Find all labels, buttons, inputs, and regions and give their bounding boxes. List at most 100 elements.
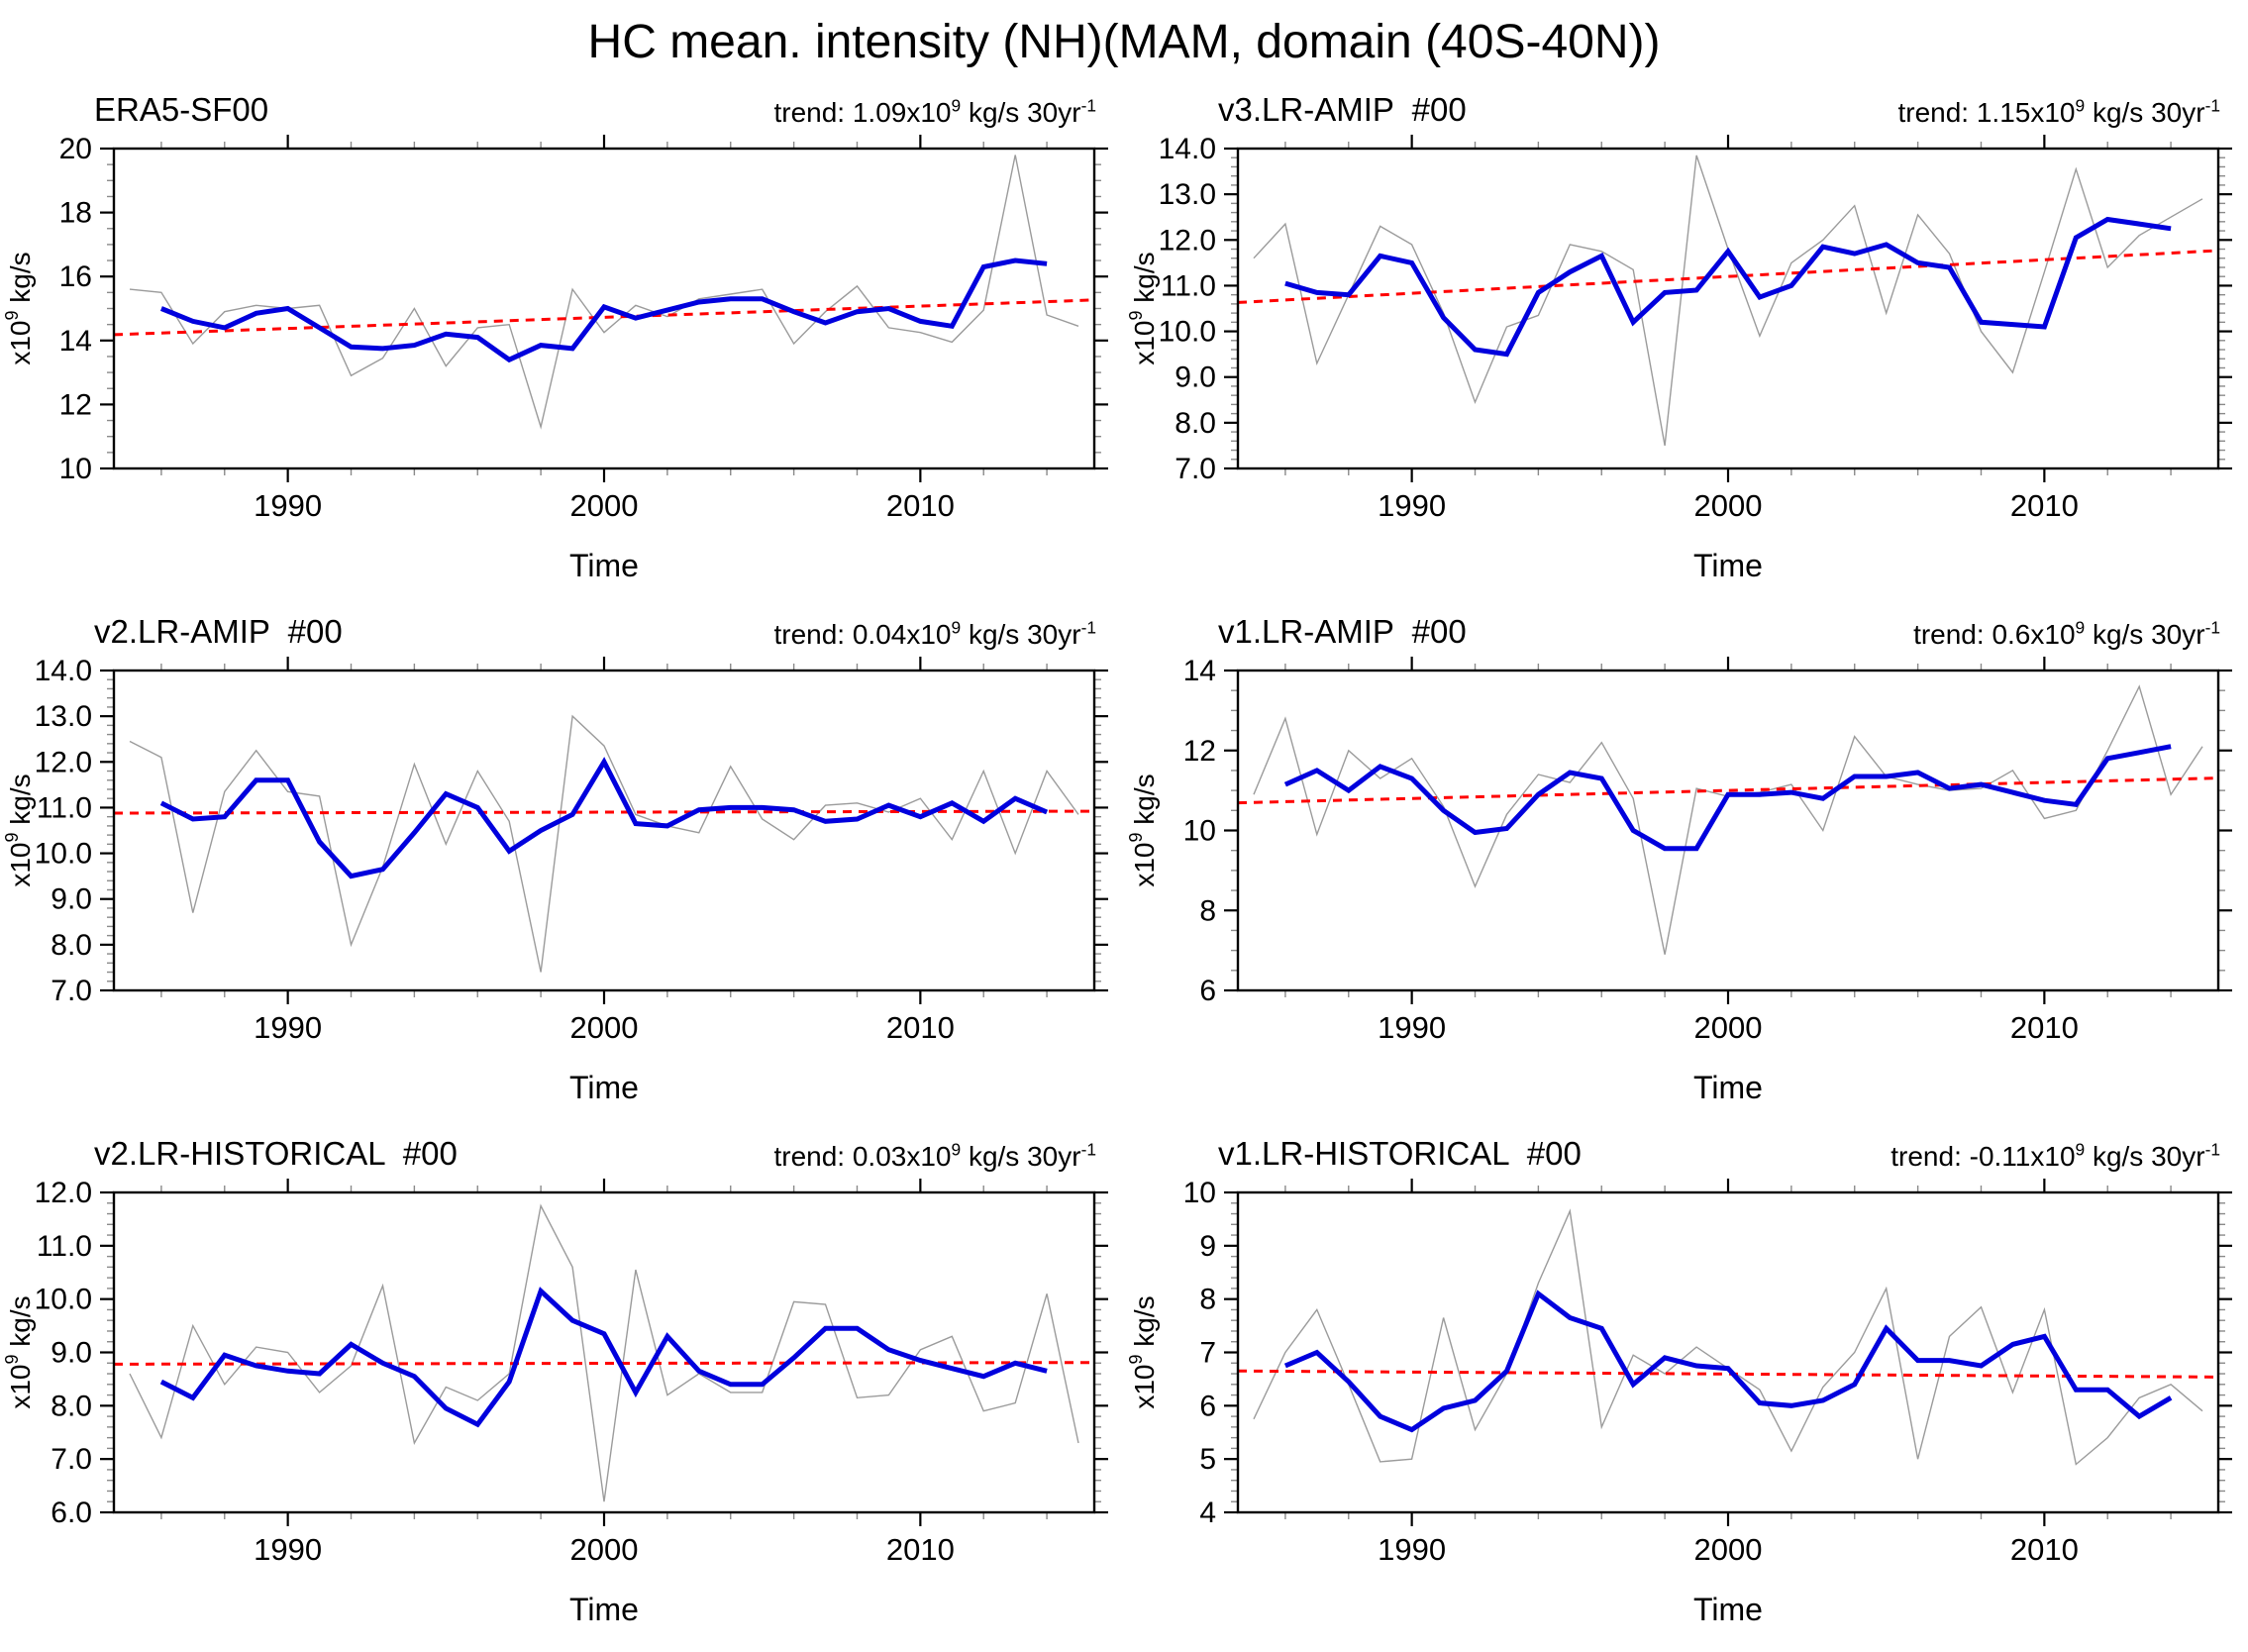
y-tick-label: 8.0	[1175, 407, 1216, 440]
x-tick-label: 2010	[886, 1010, 955, 1045]
x-tick-label: 2010	[2010, 1532, 2079, 1567]
panel-header: v3.LR-AMIP #00 trend: 1.15x109 kg/s 30yr…	[1124, 83, 2248, 129]
x-tick-label: 2000	[1694, 488, 1763, 523]
y-tick-label: 7.0	[51, 1443, 92, 1476]
y-axis-label: x109 kg/s	[1126, 774, 1160, 886]
y-tick-label: 4	[1199, 1497, 1216, 1529]
trend-annotation: trend: -0.11x109 kg/s 30yr-1	[1890, 1139, 2220, 1172]
panel-grid: ERA5-SF00 trend: 1.09x109 kg/s 30yr-1 10…	[0, 83, 2248, 1649]
trend-annotation: trend: 0.03x109 kg/s 30yr-1	[773, 1139, 1096, 1172]
y-tick-label: 12.0	[35, 746, 92, 778]
y-tick-label: 7	[1199, 1337, 1216, 1370]
trend-line	[113, 809, 1095, 815]
panel-header: v1.LR-AMIP #00 trend: 0.6x109 kg/s 30yr-…	[1124, 605, 2248, 651]
smoothed-series-line	[1283, 744, 2172, 852]
panel-header: ERA5-SF00 trend: 1.09x109 kg/s 30yr-1	[0, 83, 1124, 129]
y-tick-label: 8	[1199, 1284, 1216, 1316]
y-tick-label: 10.0	[35, 1284, 92, 1316]
panel-v1-lr-historical: v1.LR-HISTORICAL #00 trend: -0.11x109 kg…	[1124, 1127, 2248, 1649]
panel-title: v1.LR-AMIP #00	[1218, 613, 1467, 650]
x-tick-label: 1990	[1378, 1532, 1446, 1567]
x-tick-label: 1990	[1378, 1010, 1446, 1045]
plot-frame	[112, 669, 1096, 992]
y-axis-label: x109 kg/s	[2, 1295, 36, 1408]
annual-series-line	[129, 155, 1079, 430]
panel-header: v2.LR-HISTORICAL #00 trend: 0.03x109 kg/…	[0, 1127, 1124, 1173]
y-tick-label: 13.0	[35, 700, 92, 733]
chart-canvas: 7.0 8.0 9.0 10.0 11.0 12.0 13.0 14.0 1990 2000 201…	[2, 655, 1108, 1105]
trend-line	[113, 298, 1095, 337]
smoothed-series-line	[1283, 1290, 2173, 1433]
y-tick-label: 18	[59, 197, 92, 230]
y-axis-label: x109 kg/s	[2, 252, 36, 364]
y-tick-label: 12.0	[35, 1177, 92, 1209]
y-tick-label: 9.0	[51, 883, 92, 916]
trend-annotation: trend: 1.09x109 kg/s 30yr-1	[773, 95, 1096, 128]
y-tick-label: 10	[59, 453, 92, 485]
y-tick-label: 10	[1183, 815, 1216, 848]
smoothed-series-line	[1284, 216, 2172, 358]
x-tick-label: 2000	[570, 1010, 639, 1045]
x-tick-label: 2010	[2010, 1010, 2079, 1045]
panel-header: v2.LR-AMIP #00 trend: 0.04x109 kg/s 30yr…	[0, 605, 1124, 651]
x-tick-label: 2000	[570, 488, 639, 523]
x-tick-label: 2000	[1694, 1532, 1763, 1567]
panel-title: v2.LR-HISTORICAL #00	[94, 1135, 458, 1172]
y-tick-label: 12.0	[1159, 224, 1216, 257]
panel-title: v3.LR-AMIP #00	[1218, 91, 1467, 128]
plot-frame	[1236, 147, 2220, 470]
y-tick-label: 6	[1199, 1390, 1216, 1422]
y-tick-label: 8.0	[51, 929, 92, 962]
annual-series-line	[129, 714, 1079, 973]
x-tick-label: 1990	[254, 1010, 322, 1045]
x-axis-label: Time	[569, 548, 639, 583]
panel-v1-lr-amip: v1.LR-AMIP #00 trend: 0.6x109 kg/s 30yr-…	[1124, 605, 2248, 1127]
panel-v3-lr-amip: v3.LR-AMIP #00 trend: 1.15x109 kg/s 30yr…	[1124, 83, 2248, 605]
y-tick-label: 14	[59, 325, 92, 358]
x-axis-label: Time	[1693, 1592, 1763, 1627]
y-tick-label: 11.0	[37, 1230, 92, 1263]
y-tick-label: 11.0	[37, 791, 92, 824]
chart-canvas: 7.0 8.0 9.0 10.0 11.0 12.0 13.0 14.0 1990 2000 201…	[1126, 133, 2232, 583]
panel-header: v1.LR-HISTORICAL #00 trend: -0.11x109 kg…	[1124, 1127, 2248, 1173]
trend-line	[1237, 776, 2219, 805]
y-tick-label: 9	[1199, 1230, 1216, 1263]
trend-line	[1237, 1369, 2219, 1379]
trend-annotation: trend: 0.04x109 kg/s 30yr-1	[773, 617, 1096, 650]
trend-line	[113, 1361, 1095, 1366]
annual-series-line	[1253, 155, 2203, 447]
plot-frame	[112, 1190, 1096, 1514]
panel-title: ERA5-SF00	[94, 91, 269, 128]
x-tick-label: 2010	[886, 488, 955, 523]
plot-frame	[112, 147, 1096, 470]
y-tick-label: 9.0	[51, 1337, 92, 1370]
y-tick-label: 14.0	[1159, 133, 1216, 165]
x-tick-label: 1990	[1378, 488, 1446, 523]
y-tick-label: 5	[1199, 1443, 1216, 1476]
x-tick-label: 1990	[254, 488, 322, 523]
x-tick-label: 1990	[254, 1532, 322, 1567]
x-tick-label: 2000	[1694, 1010, 1763, 1045]
panel-v2-lr-historical: v2.LR-HISTORICAL #00 trend: 0.03x109 kg/…	[0, 1127, 1124, 1649]
trend-annotation: trend: 1.15x109 kg/s 30yr-1	[1897, 95, 2220, 128]
y-tick-label: 8.0	[51, 1390, 92, 1422]
y-tick-label: 8	[1199, 894, 1216, 927]
y-tick-label: 6	[1199, 975, 1216, 1007]
figure-title: HC mean. intensity (NH)(MAM, domain (40S…	[587, 15, 1661, 68]
plot-frame	[1236, 669, 2220, 992]
x-tick-label: 2010	[2010, 488, 2079, 523]
plot-frame	[1236, 1190, 2220, 1514]
panel-title: v1.LR-HISTORICAL #00	[1218, 1135, 1582, 1172]
chart-canvas: 4 5 6 7 8 9 10 1990 2000 2010 x109 kg/s Time	[1126, 1177, 2232, 1627]
y-tick-label: 10	[1183, 1177, 1216, 1209]
y-tick-label: 14.0	[35, 655, 92, 687]
panel-title: v2.LR-AMIP #00	[94, 613, 343, 650]
trend-line	[1237, 249, 2219, 304]
smoothed-series-line	[159, 1287, 1048, 1428]
y-tick-label: 7.0	[1175, 453, 1216, 485]
y-tick-label: 10.0	[35, 838, 92, 871]
y-tick-label: 20	[59, 133, 92, 165]
y-tick-label: 9.0	[1175, 361, 1216, 394]
x-axis-label: Time	[569, 1592, 639, 1627]
x-tick-label: 2000	[570, 1532, 639, 1567]
